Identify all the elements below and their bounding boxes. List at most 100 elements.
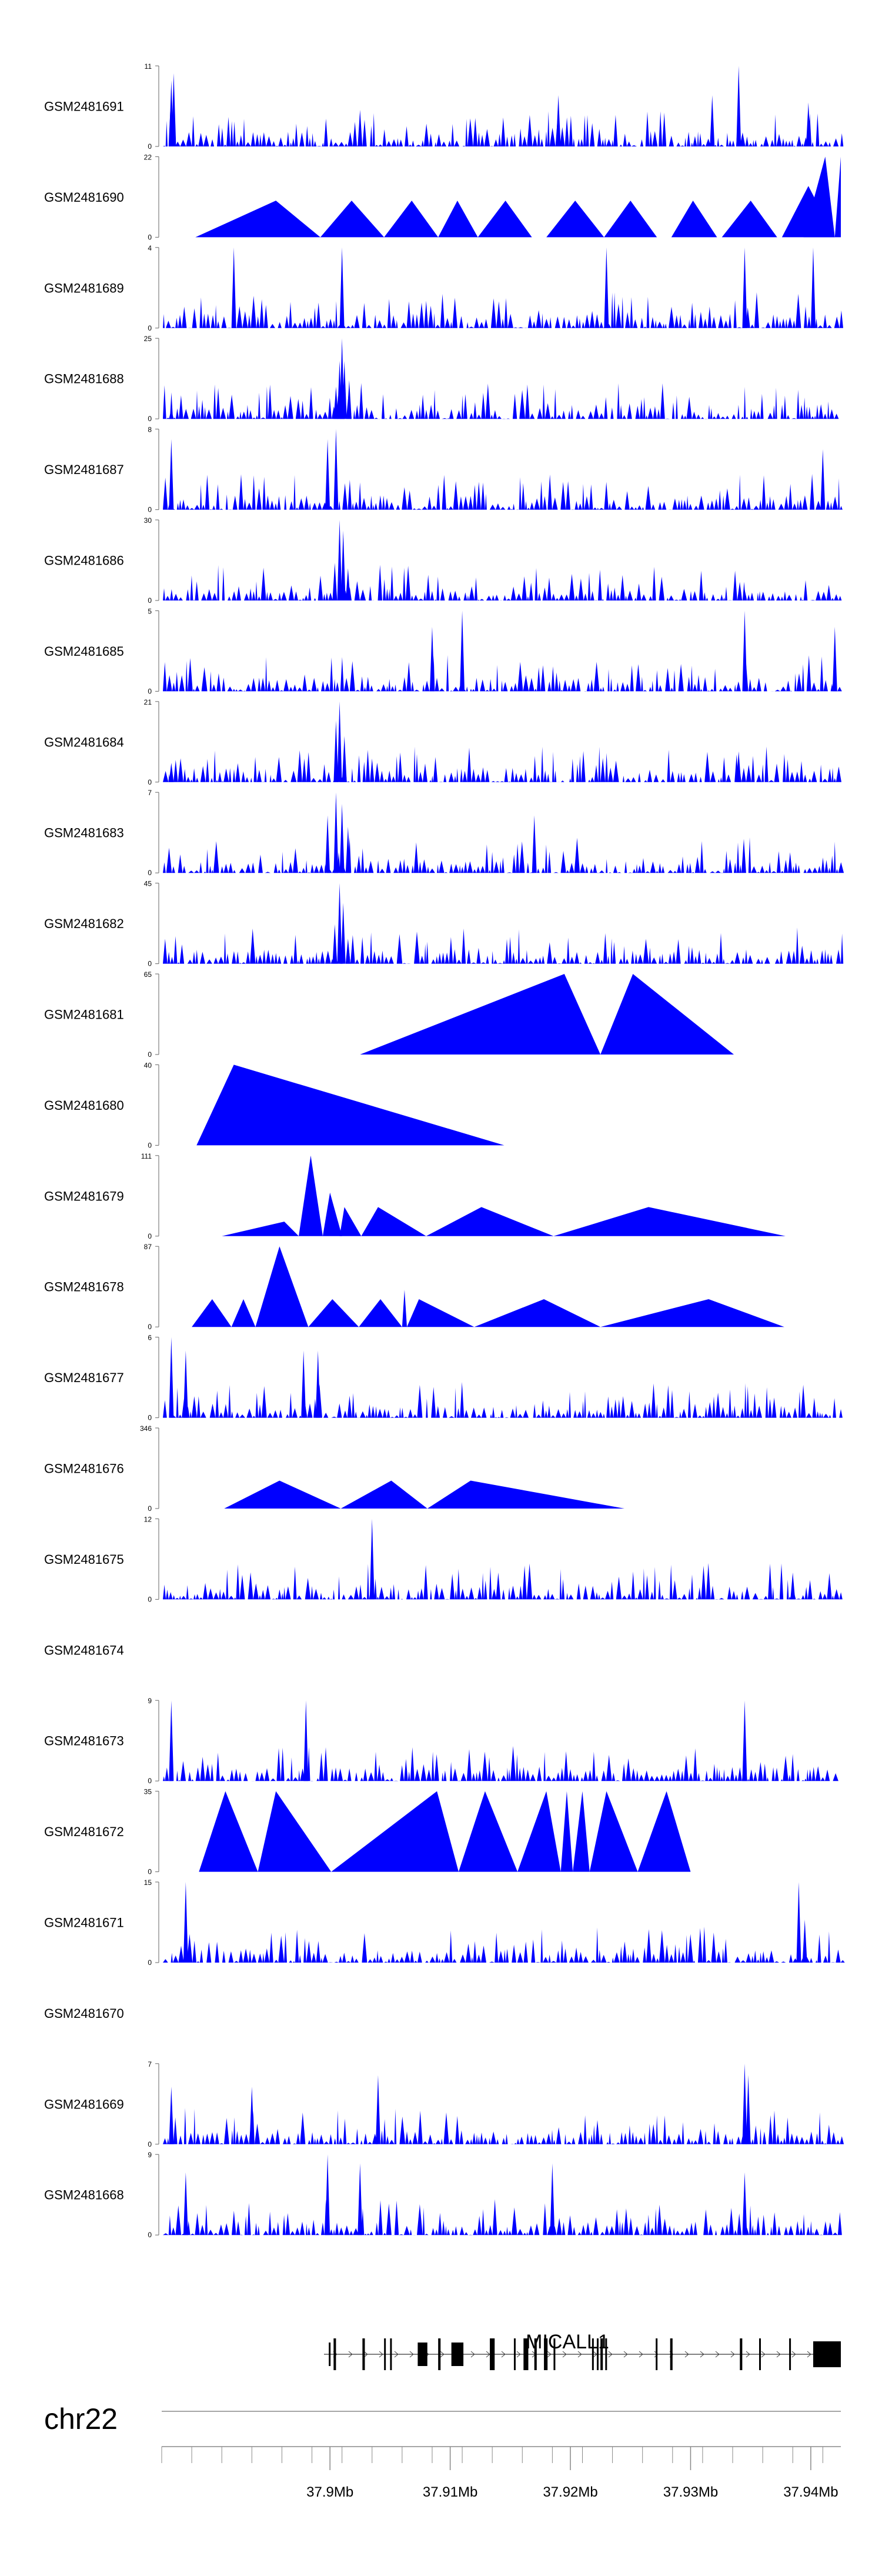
- gene-exon: [740, 2338, 743, 2370]
- signal-background: [163, 111, 844, 146]
- strand-arrow: [409, 2351, 414, 2358]
- signal-peak: [407, 1299, 475, 1327]
- strand-arrow: [654, 2351, 659, 2358]
- signal-peak: [438, 201, 478, 238]
- signal-peak: [222, 1222, 299, 1236]
- signal-peak: [231, 247, 236, 328]
- signal-peak: [496, 1572, 501, 1600]
- y-tick-label-max: 5: [148, 607, 152, 615]
- track-GSM2481684: GSM2481684 21 0: [44, 698, 841, 786]
- y-tick-label-max: 35: [144, 1788, 152, 1796]
- track-label: GSM2481675: [44, 1552, 124, 1567]
- signal-peak: [573, 1791, 590, 1872]
- tick-label: 37.93Mb: [663, 2484, 718, 2500]
- signal-background: [163, 655, 842, 692]
- track-label: GSM2481673: [44, 1734, 124, 1749]
- signal-background: [163, 1746, 838, 1781]
- y-tick-label-max: 7: [148, 789, 152, 797]
- track-label: GSM2481680: [44, 1098, 124, 1113]
- signal-peak: [333, 429, 339, 510]
- gene-exon: [451, 2343, 464, 2366]
- signal-peak: [345, 938, 350, 964]
- signal-peak: [429, 626, 435, 692]
- y-tick-label-zero: 0: [148, 2231, 152, 2239]
- track-label: GSM2481682: [44, 916, 124, 931]
- signal-peak: [820, 449, 826, 510]
- track-label: GSM2481670: [44, 2006, 124, 2021]
- track-label: GSM2481689: [44, 281, 124, 295]
- track-label: GSM2481679: [44, 1189, 124, 1203]
- gene-exon: [592, 2338, 594, 2370]
- track-GSM2481679: GSM2481679 111 0: [44, 1152, 786, 1240]
- track-GSM2481676: GSM2481676 346 0: [44, 1424, 625, 1513]
- gene-exon: [656, 2338, 658, 2370]
- track-GSM2481673: GSM2481673 9 0: [44, 1697, 838, 1785]
- signal-background: [163, 1563, 843, 1600]
- signal-peak: [796, 1882, 801, 1963]
- y-tick-label-zero: 0: [148, 1958, 152, 1967]
- strand-arrow: [776, 2351, 781, 2358]
- signal-peak: [325, 2154, 330, 2235]
- y-tick-label-max: 65: [144, 970, 152, 979]
- signal-peak: [721, 201, 777, 238]
- track-label: GSM2481672: [44, 1824, 124, 1839]
- signal-peak: [589, 1791, 638, 1872]
- gene-label: MICALL1: [526, 2331, 609, 2353]
- signal-peak: [196, 1065, 505, 1146]
- y-tick-label-max: 8: [148, 426, 152, 434]
- strand-arrow: [730, 2351, 735, 2358]
- y-tick-label-zero: 0: [148, 1414, 152, 1422]
- gene-exon: [813, 2341, 841, 2367]
- signal-peak: [169, 1700, 174, 1781]
- y-tick-label-max: 4: [148, 244, 152, 252]
- signal-peak: [346, 380, 352, 419]
- signal-peak: [671, 201, 717, 238]
- y-tick-label-max: 346: [140, 1424, 152, 1433]
- signal-peak: [320, 201, 385, 238]
- strand-arrow: [470, 2351, 475, 2358]
- signal-peak: [322, 1192, 342, 1236]
- gene-exon: [600, 2338, 603, 2370]
- signal-peak: [560, 1791, 573, 1872]
- y-tick-label-zero: 0: [148, 506, 152, 514]
- signal-background: [163, 292, 843, 328]
- signal-peak: [192, 1299, 232, 1327]
- strand-arrow: [348, 2351, 353, 2358]
- y-tick-label-zero: 0: [148, 142, 152, 151]
- signal-peak: [742, 1700, 747, 1781]
- track-GSM2481669: GSM2481669 7 0: [44, 2060, 844, 2148]
- strand-arrow: [791, 2351, 796, 2358]
- signal-peak: [736, 751, 741, 782]
- signal-peak: [333, 792, 339, 873]
- signal-peak: [550, 2163, 555, 2235]
- signal-background: [163, 2108, 844, 2144]
- y-tick-label-zero: 0: [148, 687, 152, 695]
- signal-peak: [337, 883, 342, 964]
- gene-exon: [390, 2338, 392, 2370]
- track-GSM2481681: GSM2481681 65 0: [44, 970, 734, 1059]
- track-label: GSM2481681: [44, 1007, 124, 1022]
- y-tick-label-max: 15: [144, 1878, 152, 1887]
- signal-peak: [532, 815, 537, 873]
- signal-peak: [171, 73, 176, 146]
- y-tick-label-zero: 0: [148, 960, 152, 968]
- signal-peak: [337, 520, 342, 600]
- strand-arrow: [807, 2351, 811, 2358]
- signal-tracks: GSM2481691110GSM2481690220GSM248168940GS…: [44, 62, 845, 2239]
- signal-peak: [369, 1519, 375, 1600]
- signal-peak: [832, 626, 837, 692]
- signal-background: [163, 2199, 842, 2235]
- track-label: GSM2481674: [44, 1643, 124, 1657]
- y-tick-label-zero: 0: [148, 596, 152, 605]
- y-tick-label-zero: 0: [148, 1050, 152, 1059]
- signal-peak: [332, 924, 338, 964]
- track-GSM2481687: GSM2481687 8 0: [44, 426, 843, 514]
- strand-arrow: [516, 2351, 521, 2358]
- y-tick-label-max: 30: [144, 516, 152, 525]
- signal-peak: [339, 803, 345, 873]
- signal-background: [163, 473, 843, 510]
- track-label: GSM2481686: [44, 553, 124, 568]
- signal-peak: [183, 1350, 188, 1418]
- gene-exon: [523, 2338, 529, 2370]
- track-GSM2481688: GSM2481688 25 0: [44, 335, 839, 423]
